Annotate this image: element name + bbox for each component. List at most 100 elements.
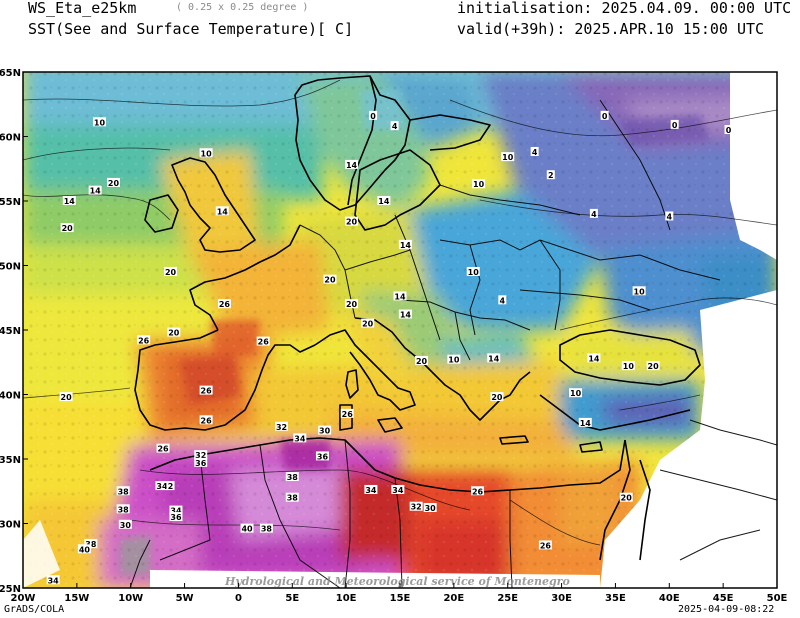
svg-text:30: 30 — [120, 521, 132, 530]
lat-tick-label: 40N — [0, 391, 21, 402]
contour-value-label: 26 — [217, 299, 231, 309]
grid-resolution: ( 0.25 x 0.25 degree ) — [176, 2, 309, 13]
svg-text:34: 34 — [170, 507, 182, 516]
svg-text:20: 20 — [62, 224, 74, 233]
svg-text:32: 32 — [411, 503, 422, 512]
contour-value-label: 14 — [377, 196, 391, 206]
svg-text:20: 20 — [648, 362, 660, 371]
svg-text:0: 0 — [370, 112, 376, 121]
contour-value-label: 34 — [391, 484, 405, 495]
lon-tick-label: 25E — [497, 593, 518, 604]
svg-text:0: 0 — [726, 126, 732, 135]
svg-text:32: 32 — [276, 423, 287, 432]
lon-tick-label: 40E — [659, 593, 680, 604]
contour-value-label: 32 — [409, 501, 423, 512]
variable-title: SST(See and Surface Temperature)[ C] — [28, 20, 354, 38]
svg-text:26: 26 — [138, 336, 150, 345]
svg-text:34: 34 — [294, 434, 306, 443]
valid-time: valid(+39h): 2025.APR.10 15:00 UTC — [457, 20, 765, 38]
lon-tick-label: 50E — [767, 593, 788, 604]
contour-value-label: 20 — [490, 392, 504, 402]
svg-text:32: 32 — [195, 451, 206, 460]
contour-value-label: 4 — [498, 295, 507, 305]
svg-text:30: 30 — [319, 427, 331, 436]
svg-text:20: 20 — [168, 329, 180, 338]
svg-text:14: 14 — [64, 197, 76, 206]
lat-tick-label: 50N — [0, 262, 21, 273]
contour-value-label: 20 — [59, 392, 73, 402]
svg-text:0: 0 — [602, 112, 608, 121]
contour-value-label: 38 — [116, 486, 130, 496]
lat-tick-label: 65N — [0, 68, 21, 79]
contour-value-label: 14 — [398, 309, 412, 320]
svg-text:34: 34 — [156, 482, 168, 491]
svg-text:14: 14 — [488, 354, 500, 363]
svg-text:26: 26 — [201, 387, 213, 396]
contour-value-label: 10 — [569, 388, 583, 398]
coastlines — [134, 75, 701, 561]
lat-tick-label: 55N — [0, 197, 21, 208]
svg-text:14: 14 — [346, 161, 358, 170]
contour-value-label: 38 — [116, 504, 130, 514]
svg-text:20: 20 — [491, 393, 503, 402]
initialisation-time: initialisation: 2025.04.09. 00:00 UTC — [457, 0, 792, 17]
svg-text:26: 26 — [258, 338, 270, 347]
svg-text:20: 20 — [61, 393, 73, 402]
lon-tick-label: 5W — [176, 593, 194, 604]
svg-text:10: 10 — [94, 118, 106, 127]
contour-value-label: 4 — [665, 211, 674, 221]
contour-value-label: 34 — [293, 433, 307, 443]
svg-text:14: 14 — [378, 197, 390, 206]
contour-value-label: 4 — [530, 146, 539, 157]
contour-value-label: 10 — [92, 117, 106, 127]
svg-text:34: 34 — [48, 576, 60, 585]
contour-value-label: 10 — [472, 179, 486, 189]
svg-text:4: 4 — [666, 212, 672, 221]
svg-text:20: 20 — [346, 300, 358, 309]
contour-value-label: 14 — [88, 185, 102, 196]
contour-value-label: 34 — [169, 505, 183, 516]
svg-text:38: 38 — [261, 525, 273, 534]
contour-value-label: 26 — [538, 540, 552, 550]
lon-tick-label: 45E — [713, 593, 734, 604]
svg-text:4: 4 — [500, 296, 506, 305]
svg-text:38: 38 — [85, 540, 97, 549]
svg-text:26: 26 — [201, 416, 213, 425]
contour-value-label: 38 — [285, 472, 299, 482]
contour-value-label: 26 — [471, 486, 485, 496]
lon-tick-label: 15W — [64, 593, 89, 604]
contour-value-label: 38 — [285, 492, 299, 503]
svg-text:38: 38 — [118, 505, 130, 514]
contour-value-label: 14 — [345, 159, 359, 170]
svg-text:34: 34 — [365, 486, 377, 495]
contour-value-label: 14 — [62, 196, 76, 206]
contour-value-label: 14 — [393, 291, 407, 301]
svg-text:20: 20 — [324, 276, 336, 285]
contour-value-label: 20 — [167, 327, 181, 338]
contour-value-label: 20 — [361, 318, 375, 329]
contour-value-label: 34 — [46, 575, 60, 585]
svg-text:20: 20 — [621, 494, 633, 503]
svg-text:26: 26 — [472, 487, 484, 496]
render-timestamp: 2025-04-09-08:22 — [678, 604, 775, 615]
contour-value-label: 36 — [315, 451, 329, 461]
sst-contours — [23, 79, 777, 546]
svg-text:10: 10 — [473, 180, 485, 189]
contour-value-label: 14 — [398, 239, 412, 250]
svg-text:4: 4 — [392, 122, 398, 131]
svg-text:20: 20 — [165, 268, 177, 277]
svg-text:38: 38 — [118, 487, 130, 496]
svg-text:30: 30 — [425, 504, 437, 513]
contour-value-label: 38 — [259, 523, 273, 534]
contour-value-label: 30 — [118, 519, 132, 530]
svg-text:36: 36 — [195, 459, 207, 468]
contour-value-label: 38 — [84, 539, 98, 549]
contour-value-label: 34 — [155, 481, 169, 491]
svg-text:38: 38 — [287, 473, 299, 482]
lon-tick-label: 30E — [551, 593, 572, 604]
contour-value-label: 26 — [199, 415, 213, 425]
contour-value-label: 26 — [156, 443, 170, 454]
svg-text:4: 4 — [591, 210, 597, 219]
svg-text:14: 14 — [217, 207, 229, 216]
